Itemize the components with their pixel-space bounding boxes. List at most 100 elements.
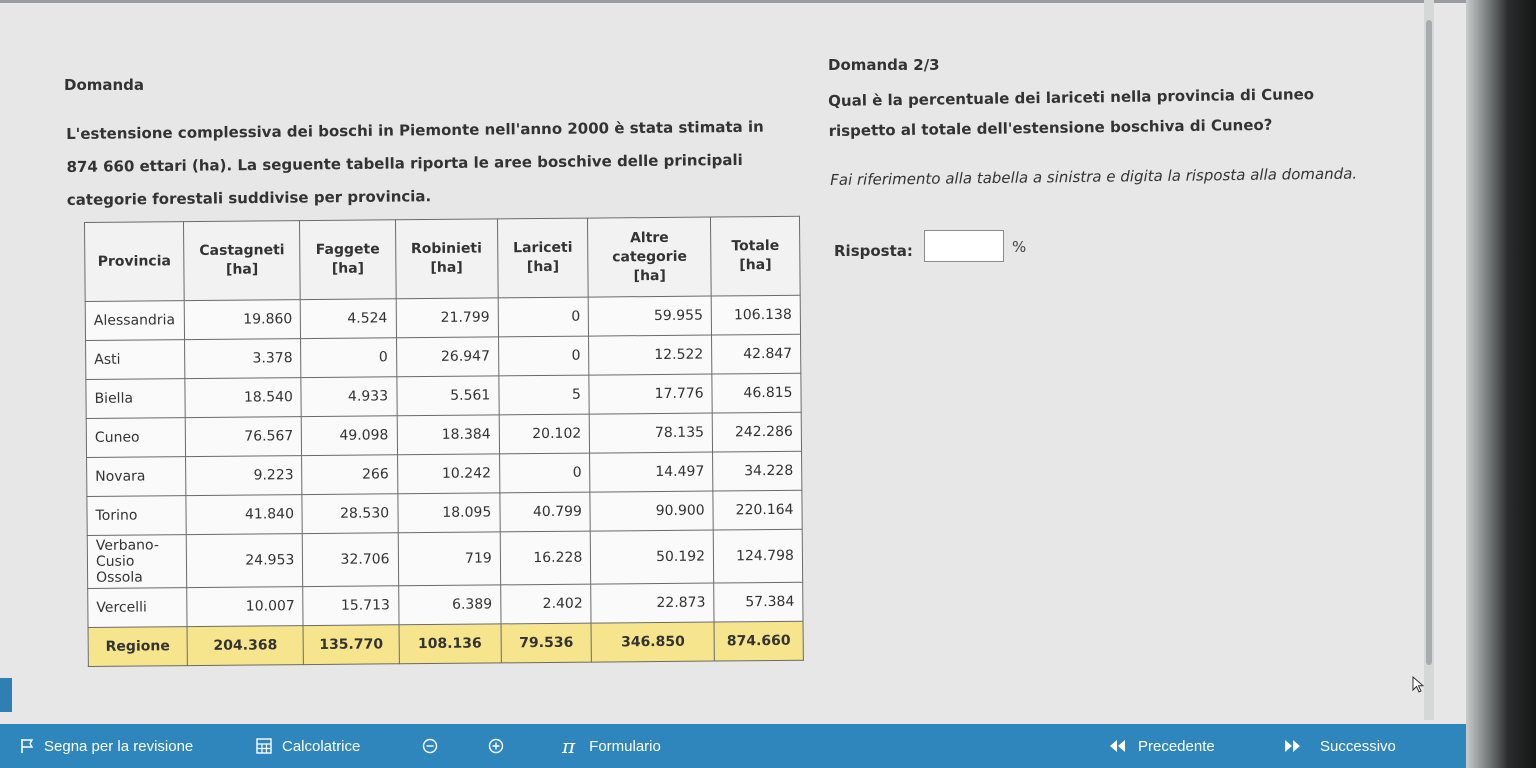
cell-total: 135.770: [303, 624, 399, 665]
cell-value: 4.524: [300, 298, 397, 339]
cell-value: 90.900: [590, 491, 714, 532]
calculator-icon: [256, 738, 272, 754]
cell-value: 21.799: [395, 297, 499, 338]
cell-value: 10.242: [397, 453, 500, 494]
cell-value: 266: [301, 454, 398, 495]
cell-total: 204.368: [187, 625, 304, 666]
zoom-out-icon: [422, 738, 438, 754]
cell-value: 20.102: [498, 414, 590, 454]
cell-provincia: Alessandria: [85, 300, 185, 341]
cell-value: 242.286: [712, 412, 802, 453]
cell-value: 26.947: [396, 336, 499, 377]
fast-forward-icon: [1282, 739, 1302, 753]
cell-value: 12.522: [588, 335, 712, 376]
zoom-in-icon: [488, 738, 504, 754]
question-text: Qual è la percentuale dei lariceti nella…: [828, 85, 1315, 140]
cell-value: 15.713: [303, 585, 399, 626]
scrollbar-thumb[interactable]: [1426, 20, 1432, 665]
pi-icon: π: [562, 734, 576, 758]
flag-icon: [20, 738, 34, 754]
bottom-toolbar: Segna per la revisione Calcolatrice π Fo…: [0, 724, 1466, 768]
cell-total: 79.536: [500, 623, 592, 663]
cell-value: 18.384: [396, 414, 500, 455]
cell-value: 6.389: [398, 584, 501, 625]
cell-totals-label: Regione: [88, 626, 188, 667]
cell-provincia: Verbano-Cusio Ossola: [87, 534, 187, 589]
cell-value: 10.007: [186, 586, 304, 627]
cell-value: 4.933: [301, 376, 397, 417]
zoom-out-button[interactable]: [422, 724, 448, 768]
cell-value: 18.095: [397, 492, 501, 533]
table-row: Cuneo 76.567 49.098 18.384 20.102 78.135…: [86, 412, 802, 458]
cell-value: 106.138: [711, 295, 801, 336]
table-row: Torino 41.840 28.530 18.095 40.799 90.90…: [86, 490, 803, 536]
cell-value: 28.530: [302, 493, 398, 534]
cell-total: 108.136: [398, 623, 502, 664]
cell-value: 34.228: [712, 451, 802, 492]
rewind-icon: [1108, 739, 1128, 753]
cell-total: 346.850: [591, 622, 715, 663]
cell-value: 0: [497, 297, 589, 337]
table-header-row: Provincia Castagneti [ha] Faggete [ha] R…: [84, 216, 801, 302]
side-tab[interactable]: [0, 678, 12, 712]
cell-provincia: Cuneo: [86, 417, 186, 458]
cell-value: 19.860: [184, 299, 301, 340]
cell-total: 874.660: [714, 621, 804, 662]
cell-value: 24.953: [186, 533, 304, 588]
cell-value: 0: [300, 337, 397, 378]
cell-provincia: Vercelli: [87, 587, 188, 628]
flag-for-review-button[interactable]: Segna per la revisione: [20, 724, 193, 768]
flag-for-review-label: Segna per la revisione: [44, 737, 194, 755]
cell-value: 16.228: [500, 531, 592, 585]
table-row: Verbano-Cusio Ossola 24.953 32.706 719 1…: [87, 529, 803, 589]
header-altre-categorie: Altre categorie [ha]: [587, 217, 712, 298]
cell-value: 9.223: [185, 455, 303, 496]
cell-value: 42.847: [711, 334, 801, 375]
header-provincia: Provincia: [84, 221, 185, 302]
formulas-label: Formulario: [589, 737, 661, 755]
cell-value: 78.135: [589, 413, 713, 454]
cell-provincia: Biella: [85, 378, 186, 419]
intro-text: L'estensione complessiva dei boschi in P…: [66, 117, 764, 209]
cell-value: 40.799: [499, 492, 591, 532]
top-border: [0, 0, 1536, 3]
answer-label: Risposta:: [834, 242, 913, 260]
answer-input[interactable]: [924, 230, 1004, 262]
header-robinieti: Robinieti [ha]: [395, 218, 498, 299]
zoom-in-button[interactable]: [488, 724, 514, 768]
table-row: Asti 3.378 0 26.947 0 12.522 42.847: [85, 334, 801, 380]
cell-value: 0: [498, 336, 590, 376]
header-lariceti: Lariceti [ha]: [497, 218, 589, 298]
table-row: Biella 18.540 4.933 5.561 5 17.776 46.81…: [85, 373, 802, 419]
cell-value: 46.815: [711, 373, 802, 414]
next-label: Successivo: [1320, 737, 1396, 755]
cell-value: 49.098: [301, 415, 398, 456]
screen-bezel: [1466, 0, 1536, 768]
percent-unit: %: [1012, 238, 1027, 256]
table-row: Vercelli 10.007 15.713 6.389 2.402 22.87…: [87, 582, 804, 628]
cell-value: 50.192: [590, 530, 714, 585]
previous-button[interactable]: Precedente: [1108, 724, 1215, 768]
question-counter: Domanda 2/3: [828, 56, 940, 74]
cell-value: 18.540: [184, 377, 302, 418]
cell-value: 32.706: [302, 532, 399, 587]
cell-value: 41.840: [185, 494, 303, 535]
calculator-button[interactable]: Calcolatrice: [256, 724, 360, 768]
cell-value: 124.798: [713, 529, 803, 584]
forest-area-table: Provincia Castagneti [ha] Faggete [ha] R…: [84, 215, 804, 667]
left-panel-heading: Domanda: [64, 76, 145, 94]
cell-value: 3.378: [184, 338, 302, 379]
cell-value: 59.955: [588, 296, 712, 337]
cell-value: 220.164: [712, 490, 803, 531]
cell-value: 5: [498, 375, 590, 415]
cell-provincia: Asti: [85, 339, 185, 380]
header-castagneti: Castagneti [ha]: [183, 220, 301, 301]
header-totale: Totale [ha]: [710, 216, 801, 297]
next-button[interactable]: Successivo: [1282, 724, 1396, 768]
cell-value: 76.567: [185, 416, 302, 457]
cell-value: 22.873: [591, 583, 715, 624]
cell-provincia: Novara: [86, 456, 186, 497]
formulas-button[interactable]: π Formulario: [562, 724, 661, 768]
calculator-label: Calcolatrice: [282, 737, 361, 755]
table-row: Novara 9.223 266 10.242 0 14.497 34.228: [86, 451, 802, 497]
